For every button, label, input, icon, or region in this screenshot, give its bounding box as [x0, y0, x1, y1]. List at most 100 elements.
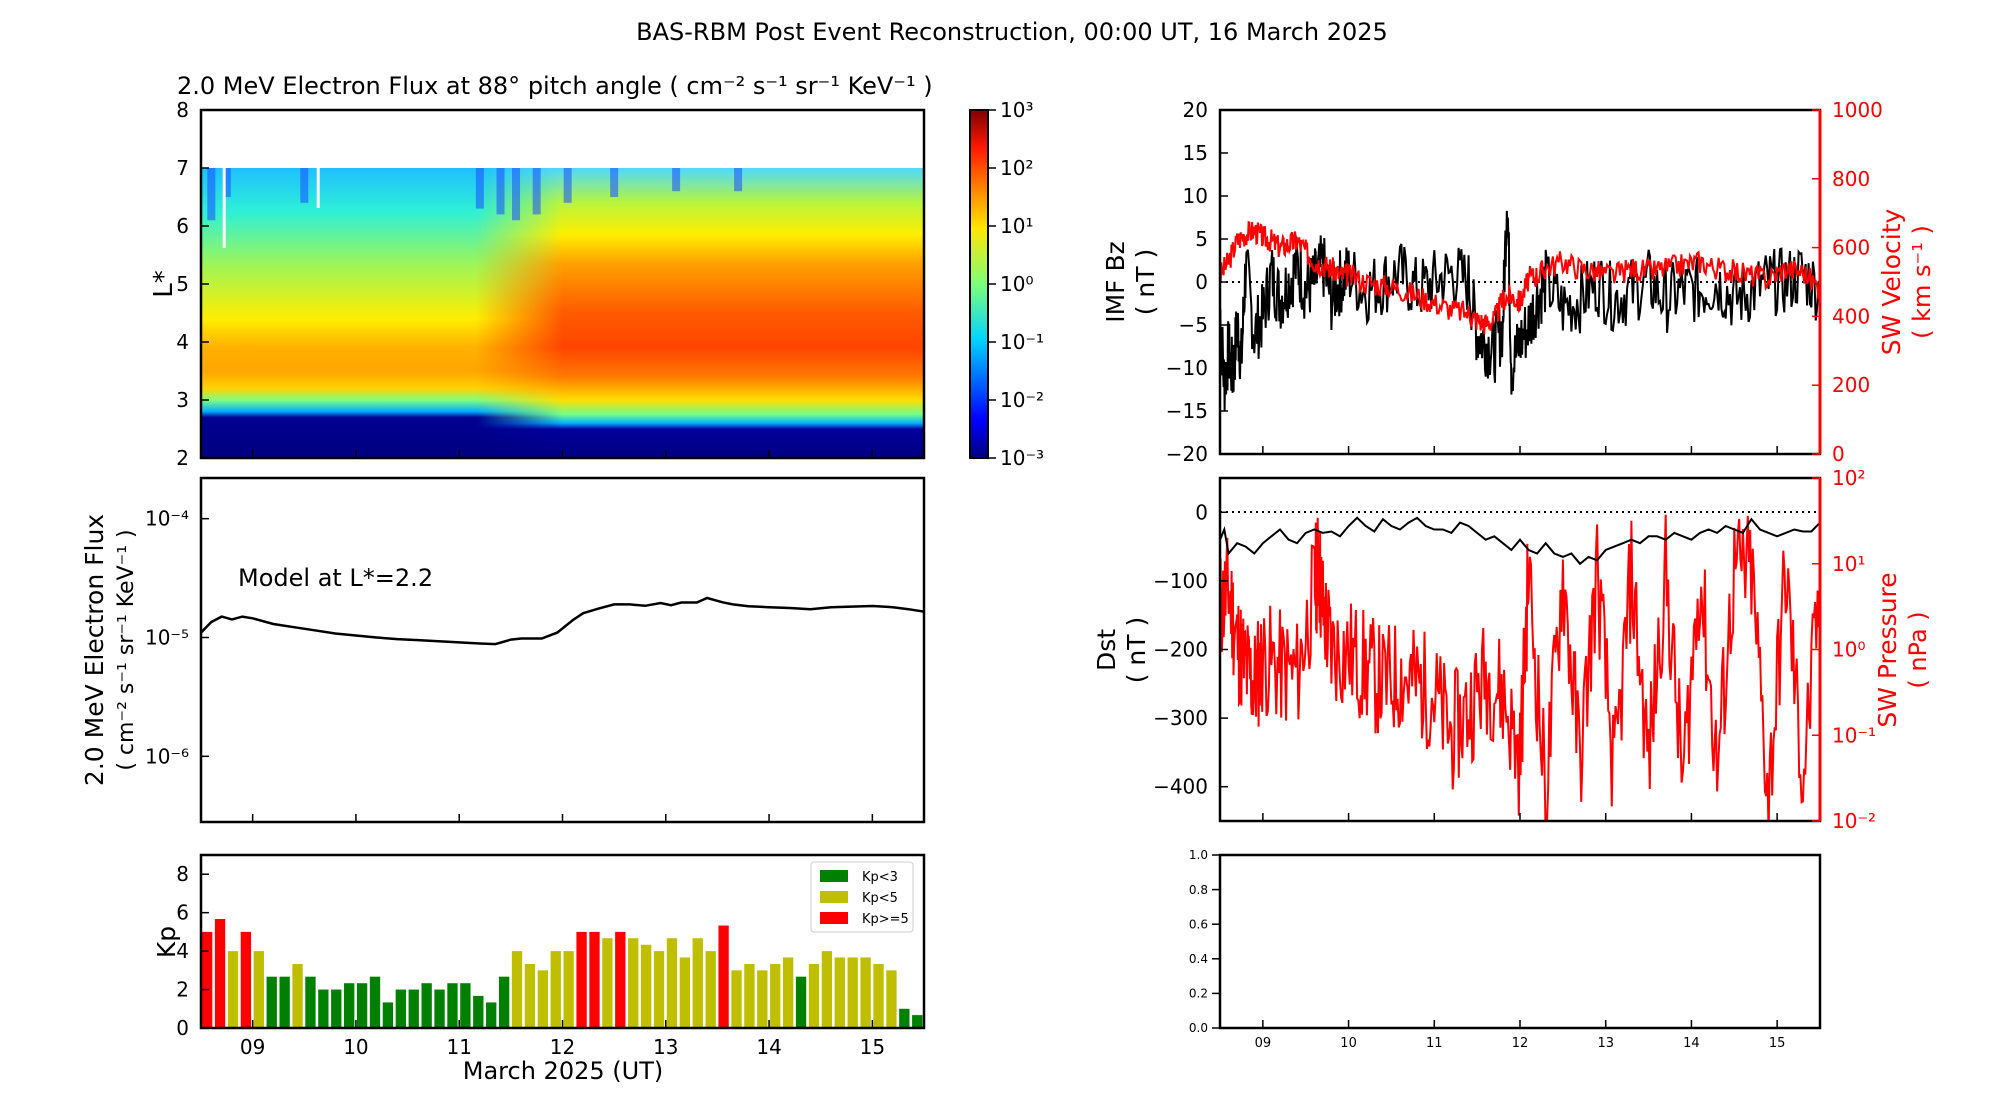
- flux-line: [201, 596, 924, 646]
- sw-pressure-label: SW Pressure: [1873, 572, 1902, 727]
- x-tick-label: 11: [446, 1035, 471, 1059]
- heatmap-image: [201, 168, 924, 458]
- kp-bar: [227, 951, 239, 1028]
- y-tick-label: 10¹: [1000, 214, 1033, 238]
- kp-bar: [602, 938, 613, 1028]
- kp-bar: [486, 1002, 497, 1028]
- y-tick-label: 7: [176, 156, 189, 180]
- kp-bar: [899, 1008, 910, 1028]
- flux-axes: [199, 476, 926, 824]
- flux-y-ticks: 10⁻⁶ 10⁻⁵ 10⁻⁴: [145, 507, 209, 768]
- bz-ylabel: IMF Bz: [1101, 241, 1130, 323]
- y-tick-label: 10²: [1832, 466, 1865, 490]
- y-tick-label: −15: [1166, 399, 1208, 423]
- y-tick-label: 2: [176, 446, 189, 470]
- dropout-streak: [475, 168, 484, 209]
- y-tick-label: 2: [176, 978, 189, 1002]
- bz-panel: −20 −15 −10 −5 0 5 10 15 20 0 200 400 600 800 1000 IM…: [1101, 98, 1936, 466]
- y-tick-label: 6: [176, 901, 189, 925]
- y-tick-label: 10⁻¹: [1832, 723, 1876, 747]
- y-tick-label: 0.0: [1189, 1021, 1208, 1035]
- kp-bar: [460, 983, 471, 1028]
- kp-bar: [395, 989, 406, 1028]
- y-tick-label: 10¹: [1832, 552, 1865, 576]
- x-tick-label: 09: [1255, 1036, 1272, 1051]
- y-tick-label: 10: [1183, 184, 1208, 208]
- y-tick-label: 8: [176, 862, 189, 886]
- x-tick-label: 15: [860, 1035, 885, 1059]
- y-tick-label: 0.4: [1189, 952, 1208, 966]
- flux-ylabel-units: ( cm⁻² s⁻¹ sr⁻¹ KeV⁻¹ ): [114, 529, 139, 770]
- kp-bar: [886, 970, 897, 1028]
- dst-y-ticks: −400 −300 −200 −100 0: [1153, 500, 1228, 799]
- dropout-streak: [672, 168, 681, 192]
- y-tick-label: 10⁻³: [1000, 446, 1044, 470]
- kp-bar: [628, 938, 639, 1028]
- legend-label: Kp>=5: [862, 912, 909, 927]
- heatmap-title: 2.0 MeV Electron Flux at 88° pitch angle…: [177, 72, 933, 100]
- colorbar-ticks: 10⁻³ 10⁻² 10⁻¹ 10⁰ 10¹ 10² 10³: [988, 98, 1044, 470]
- y-tick-label: 10⁻¹: [1000, 330, 1044, 354]
- empty-y-ticks: 0.0 0.2 0.4 0.6 0.8 1.0: [1189, 848, 1220, 1035]
- y-tick-label: 0: [1195, 500, 1208, 524]
- kp-bar: [757, 970, 768, 1028]
- kp-bar: [344, 983, 355, 1028]
- heatmap-ylabel: L*: [149, 270, 179, 298]
- y-tick-label: 0.2: [1189, 987, 1208, 1001]
- sw-pressure-line: [1220, 514, 1820, 821]
- kp-bar: [679, 957, 691, 1028]
- kp-bar: [318, 989, 329, 1028]
- legend-label: Kp<3: [862, 870, 898, 885]
- kp-bar: [653, 951, 665, 1028]
- dst-line: [1220, 516, 1820, 566]
- dst-x-ticks: [1262, 813, 1778, 821]
- y-tick-label: 10⁰: [1832, 638, 1865, 662]
- x-tick-label: 09: [240, 1035, 265, 1059]
- y-tick-label: 400: [1832, 304, 1870, 328]
- heatmap-x-ticks: [251, 450, 874, 458]
- y-tick-label: 800: [1832, 167, 1870, 191]
- y-tick-label: 5: [176, 272, 189, 296]
- kp-bar: [214, 919, 226, 1028]
- y-tick-label: 0: [1832, 442, 1845, 466]
- kp-bar: [408, 989, 419, 1028]
- kp-x-ticks: 09 10 11 12 13 14 15: [240, 1020, 885, 1059]
- x-tick-label: 13: [653, 1035, 678, 1059]
- sw-velocity-line: [1220, 220, 1820, 335]
- kp-bar: [576, 931, 587, 1028]
- flux-annotation: Model at L*=2.2: [238, 564, 433, 592]
- sw-velocity-unit: ( km s⁻¹ ): [1908, 225, 1936, 339]
- x-tick-label: 12: [550, 1035, 575, 1059]
- kp-legend: Kp<3 Kp<5 Kp>=5: [810, 861, 914, 933]
- legend-label: Kp<5: [862, 891, 898, 906]
- kp-bar: [873, 963, 884, 1028]
- kp-bar: [692, 938, 703, 1028]
- dropout-streak: [563, 168, 572, 203]
- kp-bar: [498, 976, 510, 1028]
- y-tick-label: 0: [1195, 270, 1208, 294]
- dst-ylabel-unit: ( nT ): [1122, 617, 1151, 684]
- data-gap: [222, 168, 226, 248]
- y-tick-label: −400: [1153, 775, 1208, 799]
- dropout-streak: [496, 168, 505, 215]
- y-tick-label: 10⁰: [1000, 272, 1033, 296]
- kp-bar: [834, 957, 845, 1028]
- heatmap-belt-late: [201, 168, 924, 458]
- colorbar: [969, 109, 989, 459]
- kp-bar: [821, 951, 833, 1028]
- kp-bar: [847, 957, 858, 1028]
- kp-bar: [808, 963, 820, 1028]
- y-tick-label: 200: [1832, 373, 1870, 397]
- y-tick-label: 1000: [1832, 98, 1883, 122]
- x-tick-label: 12: [1512, 1036, 1529, 1051]
- kp-bar: [253, 951, 264, 1028]
- x-tick-label: 10: [343, 1035, 368, 1059]
- flux-ylabel: 2.0 MeV Electron Flux: [80, 514, 109, 786]
- y-tick-label: 15: [1183, 141, 1208, 165]
- y-tick-label: 10³: [1000, 98, 1033, 122]
- x-tick-label: 14: [1683, 1036, 1700, 1051]
- y-tick-label: 0.8: [1189, 883, 1208, 897]
- bz-x-ticks: [1262, 446, 1778, 454]
